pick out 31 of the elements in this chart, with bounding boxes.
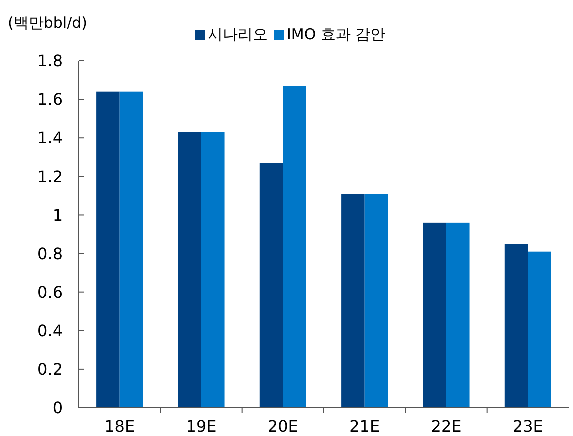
x-tick-label: 22E [431,417,462,436]
y-tick-label: 0.4 [38,321,63,340]
bar [528,252,552,408]
legend-label: 시나리오 [208,26,268,44]
x-tick-label: 18E [104,417,136,436]
y-tick-label: 0 [52,398,63,418]
bar [260,163,284,408]
bar [202,132,225,408]
x-tick-label: 20E [268,417,298,436]
y-tick-label: 1 [52,206,63,225]
x-tick-label: 19E [186,417,217,436]
y-axis-title: (백만bbl/d) [8,14,88,32]
y-tick-label: 0.8 [38,244,63,264]
bar [504,244,528,408]
bar [120,92,144,408]
bar [283,86,306,408]
bar [364,194,388,408]
bar [178,132,202,408]
y-tick-label: 1.4 [38,128,63,148]
bar [423,222,446,408]
bar [342,194,365,408]
y-tick-label: 1.8 [38,52,63,71]
y-tick-label: 1.6 [38,90,63,110]
bar [446,222,470,408]
bar [96,92,120,408]
legend-label: IMO 효과 감안 [287,26,386,44]
x-tick-label: 21E [350,417,380,436]
y-tick-label: 1.2 [38,167,63,186]
y-tick-label: 0.2 [38,360,63,380]
x-tick-label: 23E [512,417,544,436]
y-tick-label: 0.6 [38,282,63,302]
